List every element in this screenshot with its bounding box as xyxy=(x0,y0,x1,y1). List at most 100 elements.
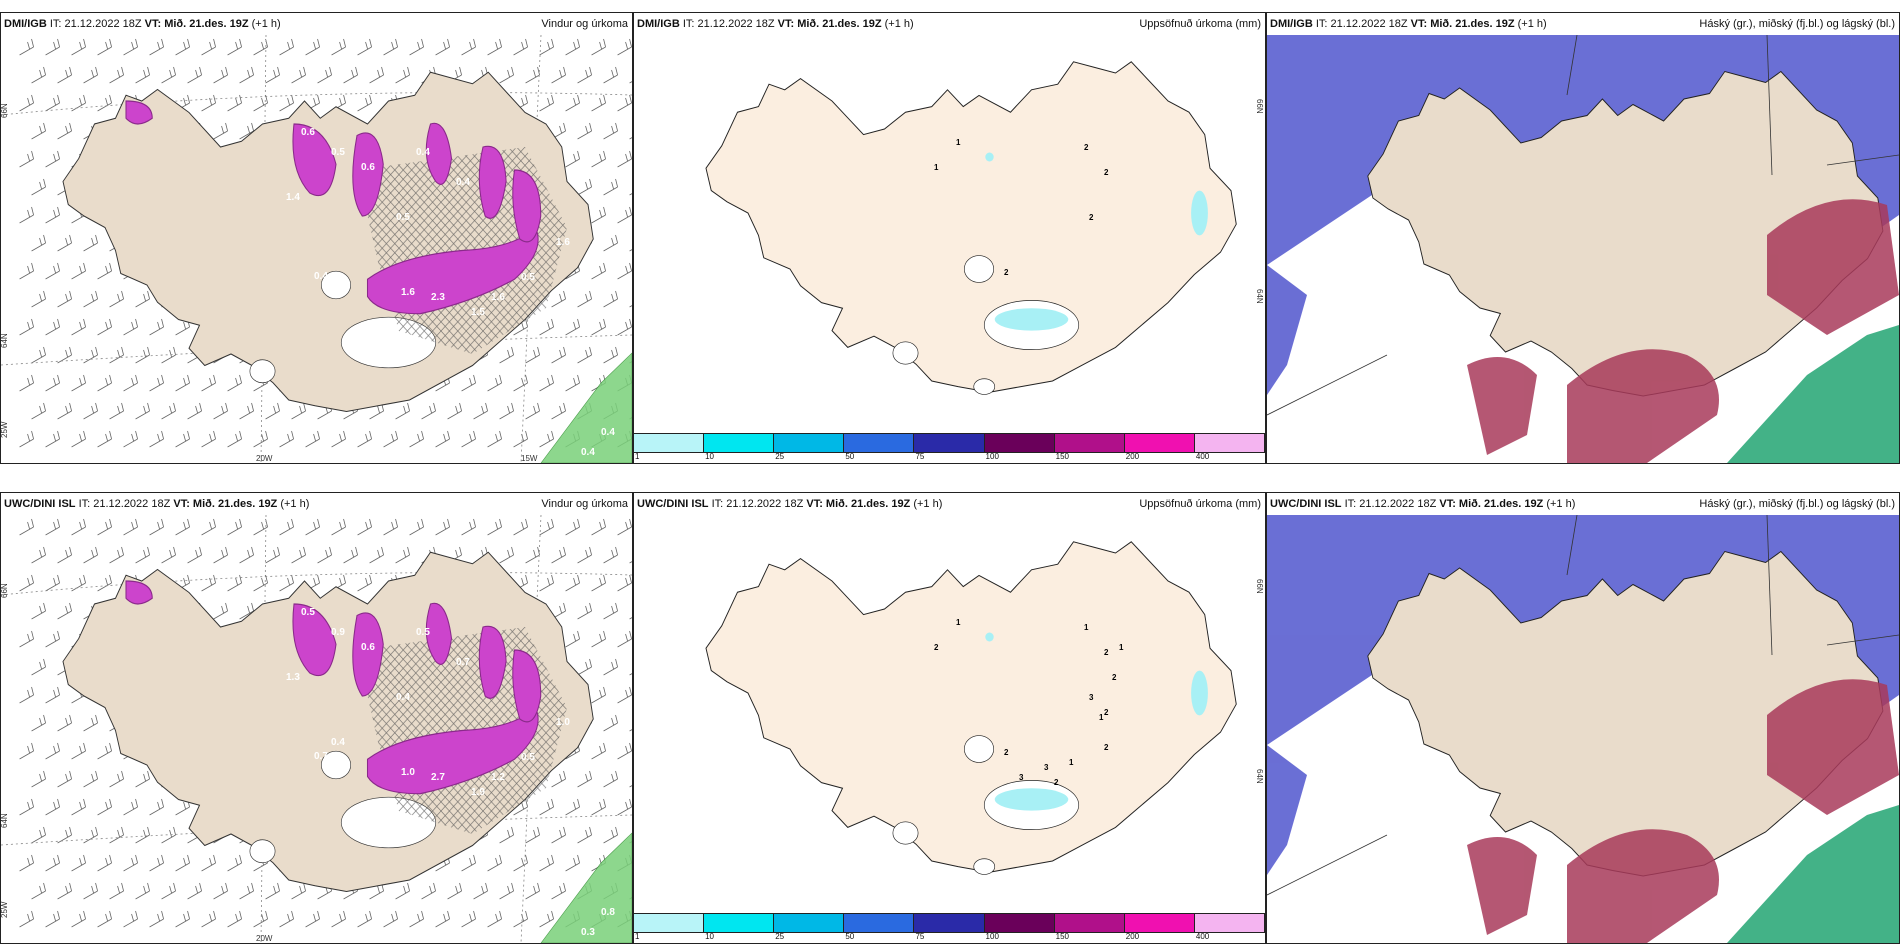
precip-value-label: 0.6 xyxy=(361,642,375,653)
precip-value-label: 0.7 xyxy=(314,751,328,762)
precip-value-label: 0.5 xyxy=(521,752,535,763)
colorbar-swatch xyxy=(774,914,845,932)
accum-value-label: 3 xyxy=(1019,773,1024,782)
panel-uwc-wind: UWC/DINI ISL IT: 21.12.2022 18Z VT: Mið.… xyxy=(0,492,633,944)
accum-value-label: 1 xyxy=(1099,713,1104,722)
precip-value-label: 1.4 xyxy=(286,192,300,203)
colorbar-tick: 400 xyxy=(1195,452,1210,461)
accum-value-label: 2 xyxy=(1112,673,1117,682)
rain-area xyxy=(540,352,632,463)
accum-value-label: 1 xyxy=(956,618,961,627)
accum-value-label: 2 xyxy=(1104,708,1109,717)
panel-header: DMI/IGB IT: 21.12.2022 18Z VT: Mið. 21.d… xyxy=(634,13,1265,35)
lat-label: 64N xyxy=(1255,289,1264,304)
colorbar-swatch xyxy=(634,914,705,932)
valid-time: VT: Mið. 21.des. 19Z xyxy=(806,498,911,510)
accum-value-label: 2 xyxy=(1089,213,1094,222)
map-wind-precip: 0.6 0.5 1.4 0.6 0.5 0.4 0.4 1.6 2.3 1.5 1.6 0.4 1.6 0… xyxy=(1,35,632,463)
colorbar-tick: 50 xyxy=(845,932,855,941)
precip-value-label: 0.5 xyxy=(416,627,430,638)
model-name: DMI/IGB xyxy=(637,18,680,30)
colorbar-swatch xyxy=(1124,434,1195,452)
colorbar-swatch xyxy=(984,914,1055,932)
colorbar-tick: 10 xyxy=(705,452,715,461)
colorbar-swatch xyxy=(704,434,775,452)
valid-time: VT: Mið. 21.des. 19Z xyxy=(777,18,882,30)
colorbar-tick: 75 xyxy=(915,452,925,461)
rain-area xyxy=(540,832,632,943)
precip-value-label: 0.4 xyxy=(331,737,345,748)
iceland-land xyxy=(1367,70,1884,397)
precip-value-label: 2.3 xyxy=(431,292,445,303)
precip-value-label: 1.2 xyxy=(491,772,505,783)
panel-uwc-accum: UWC/DINI ISL IT: 21.12.2022 18Z VT: Mið.… xyxy=(633,492,1266,944)
init-time: IT: 21.12.2022 18Z xyxy=(711,498,804,510)
lead-time: (+1 h) xyxy=(1517,18,1547,30)
panel-title: Vindur og úrkoma xyxy=(541,498,628,510)
accum-value-label: 1 xyxy=(1084,623,1089,632)
colorbar-tick: 150 xyxy=(1055,932,1070,941)
accum-value-label: 2 xyxy=(934,643,939,652)
accum-value-label: 3 xyxy=(1044,763,1049,772)
valid-time: VT: Mið. 21.des. 19Z xyxy=(1439,498,1544,510)
colorbar-tick: 150 xyxy=(1055,452,1070,461)
lat-label: 64N xyxy=(1,813,9,828)
colorbar-tick: 75 xyxy=(915,932,925,941)
accum-value-label: 1 xyxy=(934,163,939,172)
iceland-land xyxy=(705,541,1237,873)
panel-dmi-cloud: DMI/IGB IT: 21.12.2022 18Z VT: Mið. 21.d… xyxy=(1266,12,1900,464)
precip-value-label: 0.9 xyxy=(331,627,345,638)
map-cloud-cover xyxy=(1267,515,1899,943)
lat-label: 64N xyxy=(1255,769,1264,784)
accum-precip-areas xyxy=(985,632,1208,811)
colorbar-swatch xyxy=(1054,914,1125,932)
precip-value-label: 0.8 xyxy=(601,907,615,918)
colorbar: 1 10 25 50 75 100 150 200 400 xyxy=(634,913,1265,943)
map-accumulated-precip: 2 1 1 2 3 2 3 3 2 1 2 2 1 1 2 66N 64N xyxy=(634,515,1265,913)
colorbar-swatch xyxy=(774,434,845,452)
precip-value-label: 2.7 xyxy=(431,772,445,783)
lat-label: 25W xyxy=(1,421,9,438)
colorbar-swatch xyxy=(1054,434,1125,452)
precip-value-label: 1.6 xyxy=(491,292,505,303)
panel-title: Vindur og úrkoma xyxy=(541,18,628,30)
accum-precip-areas xyxy=(985,152,1208,331)
panel-title: Háský (gr.), miðský (fj.bl.) og lágský (… xyxy=(1699,18,1895,30)
init-time: IT: 21.12.2022 18Z xyxy=(78,498,171,510)
lat-label: 66N xyxy=(1255,99,1264,114)
precip-value-label: 0.5 xyxy=(331,147,345,158)
panel-header: UWC/DINI ISL IT: 21.12.2022 18Z VT: Mið.… xyxy=(1267,493,1899,515)
colorbar: 1 10 25 50 75 100 150 200 400 xyxy=(634,433,1265,463)
colorbar-tick: 50 xyxy=(845,452,855,461)
panel-uwc-cloud: UWC/DINI ISL IT: 21.12.2022 18Z VT: Mið.… xyxy=(1266,492,1900,944)
low-cloud xyxy=(1727,805,1899,943)
colorbar-swatch xyxy=(704,914,775,932)
colorbar-tick: 100 xyxy=(985,932,999,941)
panel-header: UWC/DINI ISL IT: 21.12.2022 18Z VT: Mið.… xyxy=(1,493,632,515)
precip-value-label: 0.4 xyxy=(396,692,410,703)
accum-value-label: 1 xyxy=(956,138,961,147)
iceland-land xyxy=(1367,550,1884,877)
panel-dmi-accum: DMI/IGB IT: 21.12.2022 18Z VT: Mið. 21.d… xyxy=(633,12,1266,464)
init-time: IT: 21.12.2022 18Z xyxy=(49,18,142,30)
valid-time: VT: Mið. 21.des. 19Z xyxy=(1410,18,1515,30)
panel-header: DMI/IGB IT: 21.12.2022 18Z VT: Mið. 21.d… xyxy=(1,13,632,35)
precip-value-label: 1.9 xyxy=(471,787,485,798)
init-time: IT: 21.12.2022 18Z xyxy=(1344,498,1437,510)
lon-label: 20W xyxy=(256,454,273,463)
precip-value-label: 0.4 xyxy=(601,427,615,438)
colorbar-swatch xyxy=(914,434,985,452)
model-name: DMI/IGB xyxy=(4,18,47,30)
precip-value-label: 1.3 xyxy=(286,672,300,683)
accum-value-label: 1 xyxy=(1069,758,1074,767)
accum-value-label: 2 xyxy=(1104,648,1109,657)
precip-value-label: 1.0 xyxy=(401,767,415,778)
valid-time: VT: Mið. 21.des. 19Z xyxy=(173,498,278,510)
precip-value-label: 0.5 xyxy=(396,212,410,223)
model-name: UWC/DINI ISL xyxy=(1270,498,1342,510)
precip-value-label: 0.6 xyxy=(301,127,315,138)
precip-value-label: 0.3 xyxy=(581,927,595,938)
lat-label: 64N xyxy=(1,333,9,348)
precip-value-label: 0.7 xyxy=(456,657,470,668)
accum-value-label: 2 xyxy=(1004,748,1009,757)
